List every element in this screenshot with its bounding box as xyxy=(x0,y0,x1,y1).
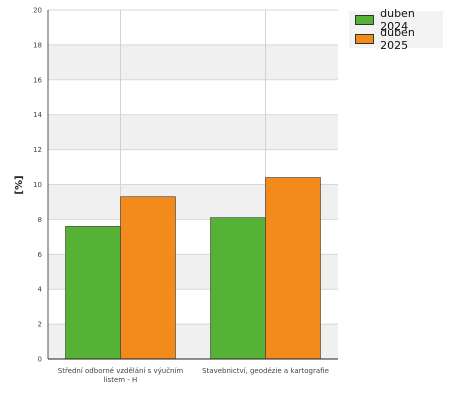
y-tick-label: 14 xyxy=(33,111,42,119)
category-label-line: Stavebnictví, geodézie a kartografie xyxy=(202,367,329,375)
y-tick-label: 2 xyxy=(38,321,42,329)
x-category-label: Stavebnictví, geodézie a kartografie xyxy=(202,367,329,375)
y-tick-label: 0 xyxy=(38,356,42,364)
bar-2-1 xyxy=(120,196,176,360)
y-tick-label: 16 xyxy=(33,76,42,84)
bar-1-1 xyxy=(65,226,121,360)
y-tick-label: 8 xyxy=(38,216,42,224)
x-category-label: Střední odborné vzdělání s výučním listem… xyxy=(58,367,184,384)
category-label-line: Střední odborné vzdělání s výučním xyxy=(58,367,184,375)
y-tick-label: 12 xyxy=(33,146,42,154)
y-tick-label: 6 xyxy=(38,251,43,259)
y-tick-label: 10 xyxy=(33,181,42,189)
y-tick-label: 20 xyxy=(33,7,42,15)
plot-band xyxy=(48,114,338,150)
legend-item-series-2[interactable]: duben 2025 xyxy=(349,26,443,52)
legend-label: duben 2025 xyxy=(380,26,415,52)
x-category-labels: Střední odborné vzdělání s výučním listem… xyxy=(58,367,329,384)
legend-item-series-1[interactable]: duben 2024 xyxy=(349,7,443,33)
axes xyxy=(47,10,338,360)
y-axis-label: [%] xyxy=(14,175,25,194)
y-tick-label: 4 xyxy=(38,286,43,294)
bar-2-2 xyxy=(265,177,321,360)
plot-band xyxy=(48,10,338,45)
legend: duben 2024 duben 2025 xyxy=(349,7,443,52)
legend-swatch xyxy=(355,34,375,44)
legend-label: duben 2024 xyxy=(380,7,415,33)
category-label-line: listem - H xyxy=(104,376,138,384)
plot-band xyxy=(48,79,338,115)
y-tick-labels: 0 2 4 6 8 10 12 14 16 18 20 xyxy=(33,7,42,364)
plot-band xyxy=(48,44,338,80)
legend-swatch xyxy=(355,15,375,25)
bars xyxy=(65,177,321,360)
bar-1-2 xyxy=(210,217,266,360)
y-tick-label: 18 xyxy=(33,41,42,49)
